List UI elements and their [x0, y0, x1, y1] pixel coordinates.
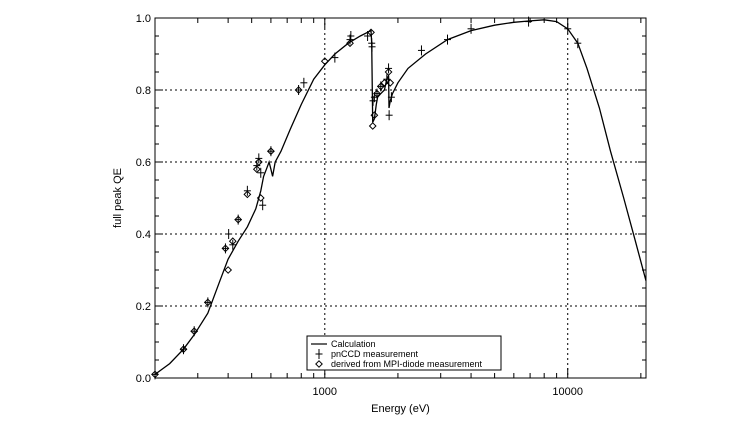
y-tick-label: 0.2 — [136, 301, 151, 313]
mpi-diode-point — [224, 266, 233, 274]
legend-diamond-sample — [315, 360, 323, 368]
mpi-diode-point — [386, 78, 395, 87]
legend-diamond-marker — [315, 360, 323, 368]
calculation-line — [154, 19, 647, 375]
mpi-diode-point — [252, 165, 261, 174]
y-tick-label: 1.0 — [136, 13, 151, 25]
grid-lines — [155, 18, 646, 378]
legend-label-pnccd: pnCCD measurement — [331, 349, 419, 359]
calculation-curve-group — [154, 19, 647, 375]
pnccd-point — [574, 38, 582, 49]
mpi-diode-point — [380, 78, 389, 87]
y-axis-title: full peak QE — [112, 168, 124, 228]
pnccd-point — [331, 52, 339, 63]
y-tick-label: 0.0 — [136, 373, 151, 385]
mpi-diode-point — [203, 298, 212, 307]
mpi-diode-point — [221, 244, 230, 253]
pnccd-point — [347, 31, 355, 41]
y-tick-label: 0.4 — [136, 229, 151, 241]
pnccd-point — [444, 34, 452, 45]
pnccd-point — [257, 167, 265, 178]
x-axis-title: Energy (eV) — [371, 403, 430, 415]
pnccd-point — [385, 110, 393, 121]
pnccd-point — [259, 200, 267, 211]
pnccd-point — [467, 23, 475, 34]
mpi-diode-point — [367, 28, 375, 37]
legend: Calculation pnCCD measurement derived fr… — [306, 335, 502, 371]
marker-group — [151, 16, 582, 380]
legend-plus-marker — [315, 349, 323, 359]
mpi-diode-point — [190, 327, 199, 336]
axes-group: 0.0 0.2 0.4 0.6 0.8 1.0 1000 10000 — [136, 13, 646, 398]
pnccd-point — [300, 77, 308, 88]
mpi-diode-point — [266, 147, 275, 156]
legend-plus-sample — [315, 349, 323, 359]
plot-frame — [154, 17, 647, 379]
mpi-diode-point — [384, 68, 393, 76]
legend-box — [306, 335, 502, 371]
legend-label-calculation: Calculation — [331, 339, 376, 349]
x-tick-label: 10000 — [552, 386, 583, 398]
mpi-diode-point — [373, 89, 381, 98]
pnccd-point — [225, 229, 233, 239]
mpi-diode-point — [368, 122, 377, 130]
pnccd-point — [387, 92, 395, 103]
mpi-diode-point — [228, 237, 237, 246]
x-tick-label: 1000 — [313, 386, 337, 398]
y-tick-label: 0.6 — [136, 157, 151, 169]
mpi-diode-point — [294, 86, 303, 94]
pnccd-point — [417, 45, 425, 56]
mpi-diode-point — [179, 345, 188, 354]
mpi-diode-point — [320, 57, 329, 66]
mpi-diode-point — [254, 158, 263, 166]
mpi-diode-point — [370, 111, 379, 120]
pnccd-point — [368, 41, 376, 52]
mpi-diode-point — [256, 194, 265, 202]
mpi-diode-point — [346, 39, 354, 48]
legend-label-mpi-diode: derived from MPI-diode measurement — [331, 359, 483, 369]
mpi-diode-point — [234, 215, 243, 224]
mpi-diode-point — [243, 190, 252, 199]
mpi-diode-point — [376, 82, 385, 91]
y-tick-label: 0.8 — [136, 85, 151, 97]
